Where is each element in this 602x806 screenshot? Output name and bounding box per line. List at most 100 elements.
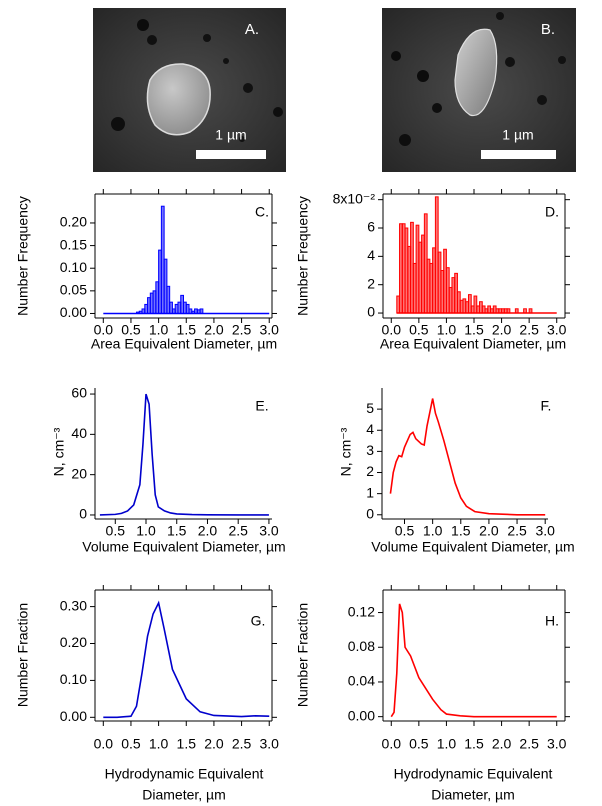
- x-tick-label: 0.0: [382, 736, 402, 752]
- y-tick-label: 6: [367, 219, 375, 235]
- y-tick-label: 2: [366, 463, 374, 479]
- x-tick-label: 1.5: [464, 736, 484, 752]
- y-axis-label: Number Frequency: [15, 196, 31, 316]
- x-tick-label: 2.0: [204, 736, 224, 752]
- image-label: B.: [541, 21, 555, 38]
- x-tick-label: 0.0: [382, 322, 402, 338]
- x-tick-label: 3.0: [547, 736, 567, 752]
- x-tick-label: 3.0: [260, 736, 280, 752]
- y-tick-label: 0.00: [348, 707, 375, 723]
- y-tick-label: 0.30: [60, 597, 87, 613]
- x-tick-label: 0.0: [94, 736, 114, 752]
- x-tick-label: 2.5: [232, 322, 252, 338]
- x-tick-label: 3.0: [535, 523, 555, 539]
- x-tick-label: 0.0: [94, 322, 114, 338]
- y-tick-label: 5: [366, 400, 374, 416]
- bar: [523, 308, 527, 314]
- x-tick-label: 1.5: [167, 523, 187, 539]
- y-tick-label: 0.08: [348, 638, 375, 654]
- x-tick-label: 0.5: [106, 523, 126, 539]
- x-tick-label: 0.5: [121, 736, 141, 752]
- y-tick-label: 0.00: [60, 708, 87, 724]
- x-tick-label: 2.0: [198, 523, 218, 539]
- y-tick-label: 0.15: [60, 236, 87, 252]
- bar: [166, 285, 171, 314]
- x-axis-label: Hydrodynamic Equivalent: [394, 766, 553, 782]
- x-tick-label: 2.5: [519, 736, 539, 752]
- data-line: [99, 393, 269, 516]
- data-line: [389, 398, 546, 516]
- y-axis-label: Number Fraction: [295, 603, 311, 707]
- bar: [514, 308, 519, 314]
- scale-bar-label: 1 µm: [215, 127, 246, 143]
- x-tick-label: 1.0: [149, 322, 169, 338]
- x-tick-label: 1.5: [464, 322, 484, 338]
- data-line: [103, 600, 270, 719]
- x-tick-label: 2.5: [507, 523, 527, 539]
- y-tick-label: 0.20: [60, 214, 87, 230]
- y-tick-label: 1: [366, 484, 374, 500]
- x-tick-label: 2.0: [492, 322, 512, 338]
- y-axis-label: Number Fraction: [15, 603, 31, 707]
- panel-label: D.: [545, 204, 559, 220]
- x-tick-label: 1.5: [451, 523, 471, 539]
- bar: [467, 294, 472, 314]
- x-tick-label: 1.0: [149, 736, 169, 752]
- y-tick-label: 0: [79, 506, 87, 522]
- x-tick-label: 2.0: [479, 523, 499, 539]
- x-tick-label: 1.0: [423, 523, 443, 539]
- bar: [506, 308, 511, 314]
- x-tick-label: 2.0: [204, 322, 224, 338]
- y-tick-label: 0.00: [60, 304, 87, 320]
- bar: [199, 308, 204, 314]
- sem-image-b: B. 1 µm: [382, 8, 576, 172]
- y-tick-label: 0.05: [60, 282, 87, 298]
- x-axis-label: Area Equivalent Diameter, µm: [91, 336, 277, 352]
- image-label: A.: [245, 21, 259, 38]
- data-line: [390, 603, 557, 718]
- x-tick-label: 2.0: [492, 736, 512, 752]
- x-axis-label: Diameter, µm: [431, 787, 515, 803]
- bar: [528, 308, 533, 314]
- y-tick-label: 2: [367, 275, 375, 291]
- x-tick-label: 0.5: [121, 322, 141, 338]
- bar: [169, 301, 173, 314]
- panel-label: C.: [255, 204, 269, 220]
- x-axis-label: Diameter, µm: [142, 787, 226, 803]
- panel-label: F.: [541, 398, 552, 414]
- panel-label: E.: [255, 398, 268, 414]
- x-tick-label: 1.0: [437, 736, 457, 752]
- y-tick-label: 4: [367, 247, 375, 263]
- panel-label: G.: [251, 613, 266, 629]
- y-tick-label: 20: [71, 465, 87, 481]
- scale-bar-label: 1 µm: [502, 127, 533, 143]
- x-tick-label: 3.0: [260, 322, 280, 338]
- x-tick-label: 0.5: [409, 736, 429, 752]
- sem-image-a: A. 1 µm: [93, 8, 286, 172]
- panel-label: H.: [545, 613, 559, 629]
- y-axis-label: N, cm⁻³: [338, 427, 354, 476]
- x-tick-label: 1.5: [177, 322, 197, 338]
- y-tick-label: 40: [71, 425, 87, 441]
- y-axis-label: Number Frequency: [295, 196, 311, 316]
- x-axis-label: Hydrodynamic Equivalent: [105, 766, 264, 782]
- x-tick-label: 2.5: [232, 736, 252, 752]
- y-tick-label: 0.10: [60, 671, 87, 687]
- x-tick-label: 1.0: [136, 523, 156, 539]
- x-tick-label: 1.0: [437, 322, 457, 338]
- x-axis-label: Volume Equivalent Diameter, µm: [82, 539, 285, 555]
- x-tick-label: 2.5: [519, 322, 539, 338]
- x-tick-label: 3.0: [547, 322, 567, 338]
- x-tick-label: 2.5: [228, 523, 248, 539]
- y-axis-label: N, cm⁻³: [51, 427, 67, 476]
- x-axis-label: Area Equivalent Diameter, µm: [380, 336, 566, 352]
- y-tick-label: 0: [366, 505, 374, 521]
- y-tick-label: 0.10: [60, 259, 87, 275]
- y-tick-label: 8x10⁻²: [333, 190, 376, 206]
- y-tick-label: 4: [366, 421, 374, 437]
- y-tick-label: 0.20: [60, 634, 87, 650]
- y-tick-label: 60: [71, 385, 87, 401]
- y-tick-label: 3: [366, 442, 374, 458]
